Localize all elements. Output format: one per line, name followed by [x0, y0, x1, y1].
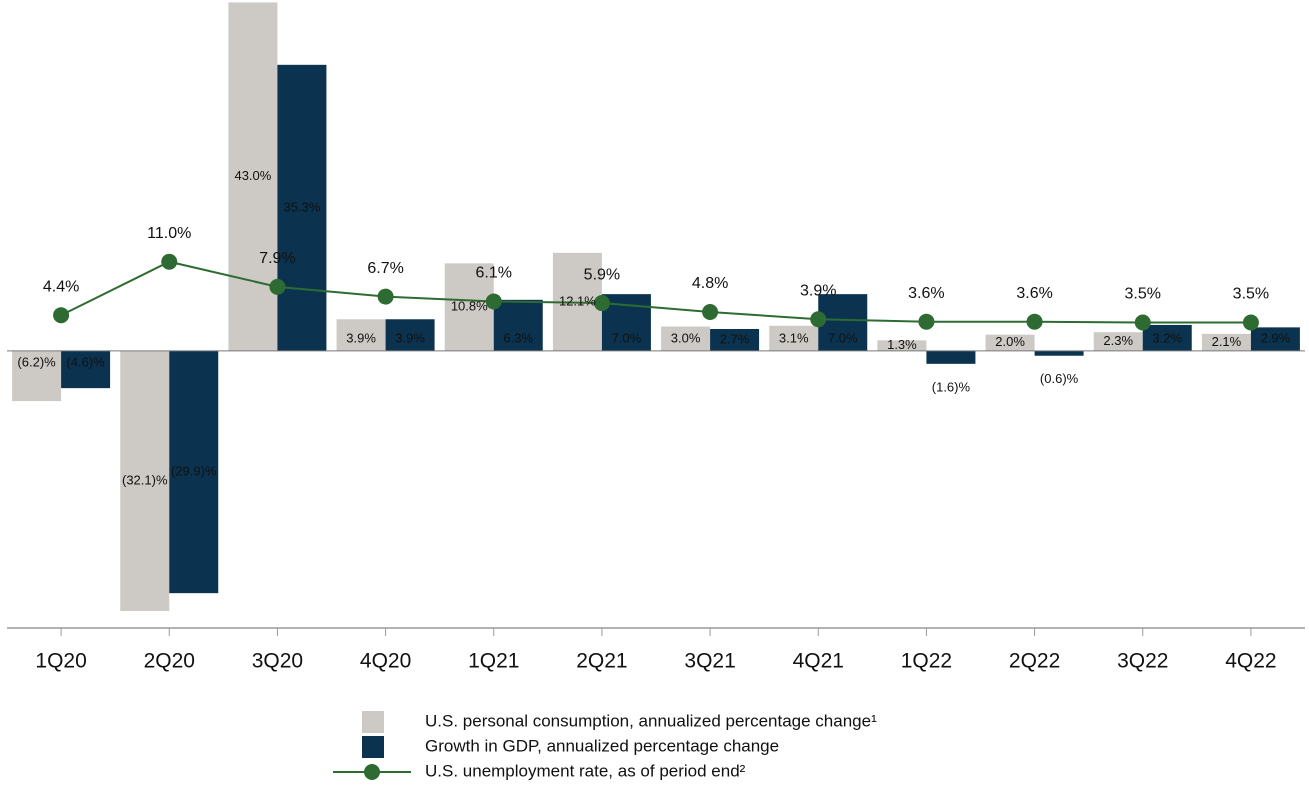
- legend-marker: [364, 764, 380, 780]
- line-value-label: 3.5%: [1125, 286, 1161, 303]
- bar-value-label: 35.3%: [283, 199, 320, 214]
- line-marker: [1134, 314, 1151, 331]
- bar: [1093, 332, 1143, 351]
- bar-value-label: (1.6)%: [932, 379, 971, 394]
- bar-value-label: 7.0%: [828, 330, 858, 345]
- bar-value-label: 2.3%: [1103, 333, 1133, 348]
- x-tick-label: 1Q22: [901, 650, 952, 673]
- legend-label: U.S. personal consumption, annualized pe…: [425, 711, 877, 730]
- bar-value-label: 12.1%: [559, 293, 596, 308]
- line-value-label: 3.9%: [800, 282, 836, 299]
- line-value-label: 4.4%: [43, 278, 79, 295]
- bar-value-label: 3.9%: [395, 330, 425, 345]
- x-tick-label: 1Q21: [468, 650, 519, 673]
- bar: [493, 299, 543, 351]
- bar: [661, 326, 711, 351]
- line-marker: [1242, 314, 1259, 331]
- bar: [926, 350, 976, 364]
- line-value-label: 4.8%: [692, 275, 728, 292]
- bar: [1034, 350, 1084, 356]
- bar-value-label: 2.7%: [720, 331, 750, 346]
- bar: [169, 350, 219, 594]
- bar-value-label: 6.3%: [503, 330, 533, 345]
- legend-swatch: [362, 711, 384, 733]
- x-tick-label: 1Q20: [35, 650, 86, 673]
- x-tick-label: 2Q21: [576, 650, 627, 673]
- bar-value-label: 2.0%: [995, 334, 1025, 349]
- bar: [710, 328, 760, 351]
- bar: [277, 64, 327, 351]
- line-marker: [810, 311, 827, 328]
- x-tick-label: 3Q21: [684, 650, 735, 673]
- bar-value-label: 2.9%: [1261, 331, 1291, 346]
- bar-value-label: 43.0%: [234, 168, 271, 183]
- bar-value-label: 2.1%: [1212, 334, 1242, 349]
- bar: [61, 350, 111, 389]
- bar: [336, 319, 386, 351]
- legend-label: U.S. unemployment rate, as of period end…: [425, 761, 746, 780]
- bar: [385, 319, 435, 351]
- line-value-label: 6.7%: [367, 260, 403, 277]
- line-marker: [1026, 313, 1043, 330]
- bar-value-label: 3.0%: [671, 330, 701, 345]
- line-marker: [702, 303, 719, 320]
- line-marker: [377, 288, 394, 305]
- legend-swatch: [362, 736, 384, 758]
- bar-value-label: 7.0%: [612, 330, 642, 345]
- line-value-label: 3.6%: [1016, 285, 1052, 302]
- line-marker: [269, 278, 286, 295]
- line: [60, 260, 1251, 324]
- bar: [444, 263, 494, 351]
- line-value-label: 7.9%: [259, 250, 295, 267]
- line-marker: [593, 295, 610, 312]
- line-marker: [53, 307, 70, 324]
- x-tick-label: 4Q21: [793, 650, 844, 673]
- line-marker: [485, 293, 502, 310]
- line-marker: [161, 253, 178, 270]
- bar: [769, 325, 819, 351]
- x-tick-label: 3Q22: [1117, 650, 1168, 673]
- bar: [1201, 333, 1251, 351]
- x-tick-label: 2Q20: [144, 650, 195, 673]
- x-tick-label: 4Q22: [1225, 650, 1276, 673]
- line-value-label: 6.1%: [476, 265, 512, 282]
- bar-value-label: 10.8%: [451, 299, 488, 314]
- bar-value-label: 3.1%: [779, 330, 809, 345]
- bar: [1142, 324, 1192, 351]
- bar-value-label: 1.3%: [887, 337, 917, 352]
- line-value-label: 11.0%: [147, 225, 191, 242]
- bar-value-label: 3.9%: [346, 330, 376, 345]
- legend-label: Growth in GDP, annualized percentage cha…: [425, 736, 779, 755]
- bar: [120, 350, 170, 611]
- line-value-label: 5.9%: [584, 266, 620, 283]
- line-value-label: 3.5%: [1233, 286, 1269, 303]
- bar-value-label: 3.2%: [1152, 330, 1182, 345]
- x-tick-label: 3Q20: [252, 650, 303, 673]
- x-tick-label: 2Q22: [1009, 650, 1060, 673]
- bar: [877, 340, 927, 351]
- bar-value-label: (32.1)%: [122, 472, 168, 487]
- bar-value-label: (6.2)%: [17, 354, 56, 369]
- x-tick-label: 4Q20: [360, 650, 411, 673]
- bar: [1250, 327, 1300, 351]
- bar: [12, 350, 62, 402]
- bar-value-label: (29.9)%: [171, 463, 217, 478]
- bar-value-label: (0.6)%: [1040, 371, 1079, 386]
- bar: [228, 2, 278, 351]
- line-value-label: 3.6%: [908, 285, 944, 302]
- bar-value-label: (4.6)%: [66, 354, 105, 369]
- bar: [985, 334, 1035, 351]
- bar: [818, 294, 868, 351]
- line-marker: [918, 313, 935, 330]
